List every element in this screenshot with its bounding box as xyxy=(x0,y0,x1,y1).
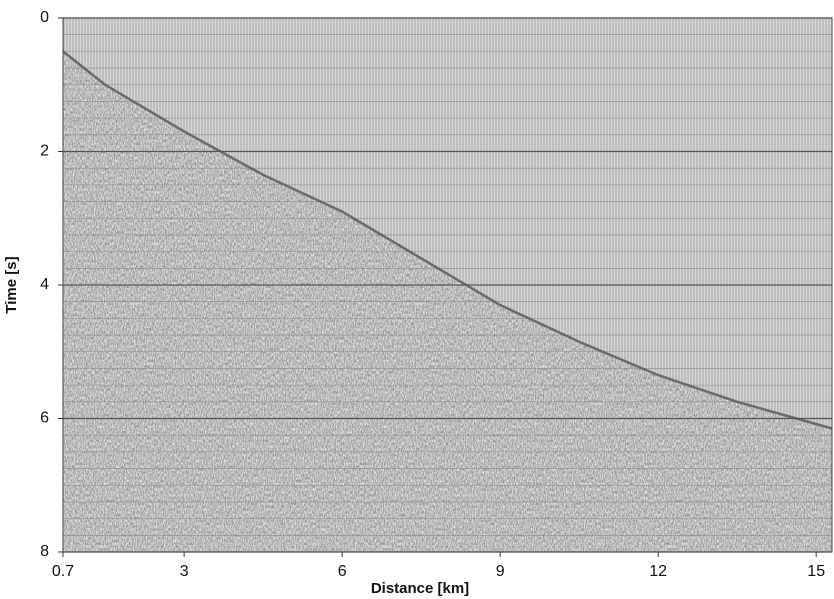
x-tick-label: 0.7 xyxy=(52,563,74,580)
x-axis-title: Distance [km] xyxy=(371,580,469,597)
y-axis-title: Time [s] xyxy=(3,256,20,313)
plot-frame xyxy=(62,17,833,553)
x-tick-label: 12 xyxy=(649,563,667,580)
y-tick-label: 2 xyxy=(40,143,49,160)
plot-area xyxy=(62,17,833,553)
x-tick-label: 6 xyxy=(338,563,347,580)
x-tick-label: 3 xyxy=(180,563,189,580)
y-tick-label: 6 xyxy=(40,410,49,427)
x-tick-label: 9 xyxy=(496,563,505,580)
x-tick-label: 15 xyxy=(807,563,825,580)
first-arrival-curve xyxy=(62,50,833,430)
y-tick-label: 0 xyxy=(40,9,49,26)
y-tick-label: 4 xyxy=(40,276,49,293)
y-tick-label: 8 xyxy=(40,543,49,560)
